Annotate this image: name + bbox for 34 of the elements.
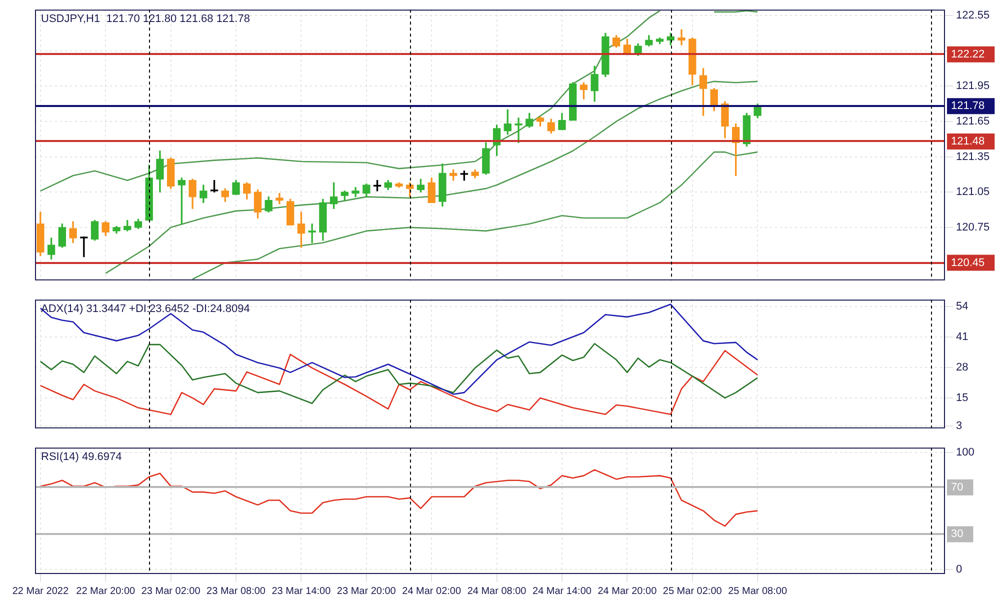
y-tick-label: 3 xyxy=(956,420,962,432)
y-tick-label: 15 xyxy=(956,392,968,404)
ref-line-label: 121.48 xyxy=(951,136,985,148)
x-tick-label: 24 Mar 20:00 xyxy=(598,586,658,597)
y-tick-label: 28 xyxy=(956,362,968,374)
x-tick-label: 23 Mar 02:00 xyxy=(141,586,201,597)
x-tick-label: 24 Mar 08:00 xyxy=(467,586,527,597)
y-tick-label: 121.95 xyxy=(956,80,990,92)
x-tick-label: 22 Mar 2022 xyxy=(12,586,69,597)
y-tick-label: 0 xyxy=(956,563,962,576)
x-tick-label: 23 Mar 08:00 xyxy=(206,586,266,597)
y-tick-label: 122.55 xyxy=(956,10,990,22)
y-tick-label: 121.05 xyxy=(956,186,990,198)
x-tick-label: 24 Mar 14:00 xyxy=(532,586,592,597)
x-tick-label: 22 Mar 20:00 xyxy=(76,586,136,597)
y-tick-label: 54 xyxy=(956,300,968,313)
y-tick-label: 100 xyxy=(956,446,974,458)
ref-line-label: 120.45 xyxy=(951,256,985,269)
chart-title: RSI(14) 49.6974 xyxy=(41,451,122,464)
ref-line-label: 121.78 xyxy=(951,100,985,112)
x-tick-label: 23 Mar 20:00 xyxy=(336,586,396,597)
chart-title: ADX(14) 31.3447 +DI:23.6452 -DI:24.8094 xyxy=(41,303,250,316)
x-tick-label: 24 Mar 02:00 xyxy=(402,586,462,597)
y-tick-label: 121.35 xyxy=(956,150,990,163)
x-tick-label: 23 Mar 14:00 xyxy=(272,586,332,597)
chart-title: USDJPY,H1 121.70 121.80 121.68 121.78 xyxy=(41,13,250,26)
y-tick-label: 41 xyxy=(956,331,968,344)
x-tick-label: 25 Mar 02:00 xyxy=(662,586,722,597)
x-tick-label: 25 Mar 08:00 xyxy=(728,586,788,597)
ref-line-label: 122.22 xyxy=(951,48,985,60)
y-tick-label: 121.65 xyxy=(956,115,990,128)
y-tick-label: 120.75 xyxy=(956,221,990,234)
ref-line-label: 70 xyxy=(951,481,964,494)
ref-line-label: 30 xyxy=(951,528,964,540)
